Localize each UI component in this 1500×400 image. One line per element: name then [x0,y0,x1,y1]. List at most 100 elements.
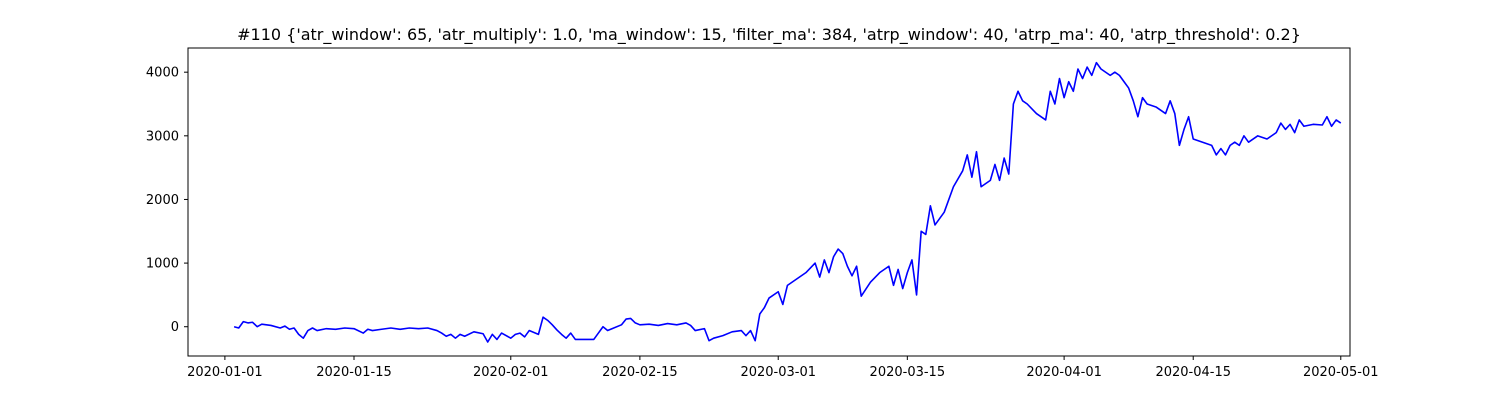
data-point [1109,75,1111,77]
y-tick: 1000 [146,257,188,272]
data-point [976,151,978,153]
data-point [1335,119,1337,121]
data-point [1017,90,1019,92]
data-point [307,330,309,332]
data-point [1326,116,1328,118]
data-point [980,186,982,188]
x-tick: 2020-04-01 [1026,356,1102,380]
data-point [524,336,526,338]
y-tick-label: 3000 [146,129,179,144]
data-point [1026,103,1028,105]
y-tick: 4000 [146,66,188,81]
data-point [708,340,710,342]
data-point [284,325,286,327]
x-tick-label: 2020-02-15 [602,365,678,380]
data-point [897,269,899,271]
data-point [722,335,724,337]
data-point [1234,141,1236,143]
data-point [1045,119,1047,121]
data-point [519,332,521,334]
data-point [602,326,604,328]
data-point [496,339,498,341]
series-layer [233,61,1342,343]
data-point [565,337,567,339]
data-point [676,324,678,326]
data-point [607,330,609,332]
data-point [515,334,517,336]
data-point [1132,100,1134,102]
data-point [270,325,272,327]
data-point [1183,129,1185,131]
y-tick: 0 [171,320,188,335]
y-tick-label: 4000 [146,66,179,81]
data-point [436,330,438,332]
data-point [634,322,636,324]
data-point [1220,148,1222,150]
data-point [487,341,489,343]
data-point [247,322,249,324]
data-point [1003,157,1005,159]
data-point [593,339,595,341]
data-point [994,164,996,166]
data-point [966,154,968,156]
data-point [837,248,839,250]
data-point [298,334,300,336]
data-point [293,327,295,329]
data-point [367,328,369,330]
data-point [1100,68,1102,70]
data-point [473,331,475,333]
data-point [399,328,401,330]
data-point [999,180,1001,182]
data-point [1174,113,1176,115]
y-tick: 2000 [146,193,188,208]
data-point [611,328,613,330]
data-point [1156,106,1158,108]
data-point [302,337,304,339]
data-point [759,313,761,315]
data-point [362,332,364,334]
data-point [860,295,862,297]
data-point [575,339,577,341]
x-tick: 2020-04-15 [1155,356,1231,380]
data-point [464,335,466,337]
data-point [888,265,890,267]
x-tick: 2020-05-01 [1303,356,1379,380]
data-point [1340,122,1342,124]
data-point [920,230,922,232]
data-point [381,328,383,330]
data-point [745,335,747,337]
data-point [1188,116,1190,118]
data-point [252,321,254,323]
y-tick-label: 0 [171,320,179,335]
data-point [731,331,733,333]
data-point [768,297,770,299]
data-point [990,180,992,182]
data-point [289,328,291,330]
data-point [1225,154,1227,156]
data-point [694,330,696,332]
data-point [510,337,512,339]
data-point [962,170,964,172]
data-point [828,272,830,274]
data-point [639,324,641,326]
data-point [847,265,849,267]
data-point [1096,62,1098,64]
data-point [842,253,844,255]
data-point [450,334,452,336]
data-point [542,316,544,318]
data-point [1285,129,1287,131]
data-point [238,327,240,329]
data-point [1142,97,1144,99]
x-tick-label: 2020-03-01 [740,365,816,380]
data-point [233,326,235,328]
y-tick-label: 2000 [146,193,179,208]
data-point [625,318,627,320]
data-point [1215,154,1217,156]
data-point [584,339,586,341]
data-point [556,329,558,331]
data-point [1275,132,1277,134]
data-point [824,259,826,261]
data-point [538,334,540,336]
